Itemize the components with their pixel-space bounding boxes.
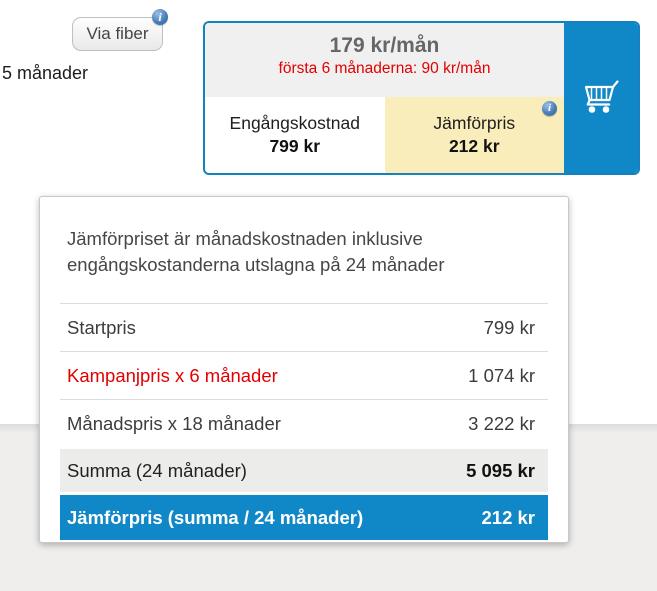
one-time-cost-cell: Engångskostnad 799 kr	[205, 97, 385, 173]
breakdown-row-label: Månadspris x 18 månader	[67, 412, 281, 434]
add-to-cart-button[interactable]	[564, 23, 638, 173]
one-time-cost-label: Engångskostnad	[229, 113, 360, 133]
breakdown-row-label: Jämförpris (summa / 24 månader)	[67, 506, 364, 528]
compare-price-value: 212 kr	[448, 136, 500, 156]
tooltip-description-line1: Jämförpriset är månadskostnaden inklusiv…	[67, 228, 423, 249]
price-breakdown-row: Startpris 799 kr	[60, 303, 548, 351]
compare-price-tooltip: Jämförpriset är månadskostnaden inklusiv…	[39, 196, 569, 543]
compare-price-cell: i Jämförpris 212 kr	[384, 97, 564, 173]
plan-duration-label: 5 månader	[2, 63, 89, 83]
breakdown-row-value: 3 222 kr	[468, 412, 535, 434]
price-card-costs: Engångskostnad 799 kr i Jämförpris 212 k…	[205, 97, 564, 173]
info-icon[interactable]: i	[152, 9, 168, 25]
breakdown-row-label: Startpris	[67, 316, 136, 338]
price-breakdown-row: Kampanjpris x 6 månader 1 074 kr	[60, 351, 548, 399]
one-time-cost-value: 799 kr	[269, 136, 321, 156]
price-card-header: 179 kr/mån första 6 månaderna: 90 kr/mån	[205, 23, 564, 97]
price-card: 179 kr/mån första 6 månaderna: 90 kr/mån…	[203, 21, 640, 175]
price-card-main: 179 kr/mån första 6 månaderna: 90 kr/mån…	[205, 23, 564, 173]
monthly-price: 179 kr/mån	[329, 34, 440, 57]
breakdown-row-value: 1 074 kr	[468, 364, 535, 386]
tooltip-description-line2: engångskostanderna utslagna på 24 månade…	[67, 254, 445, 275]
breakdown-row-label: Summa (24 månader)	[67, 459, 247, 481]
breakdown-row-label: Kampanjpris x 6 månader	[67, 364, 278, 386]
price-breakdown-row: Jämförpris (summa / 24 månader) 212 kr	[60, 495, 548, 540]
via-fiber-label: Via fiber	[86, 24, 149, 43]
via-fiber-badge[interactable]: Via fiber i	[72, 9, 168, 51]
price-breakdown-row: Månadspris x 18 månader 3 222 kr	[60, 399, 548, 447]
price-breakdown-table: Startpris 799 kr Kampanjpris x 6 månader…	[60, 303, 548, 540]
info-icon[interactable]: i	[542, 101, 557, 116]
shopping-cart-icon	[581, 79, 621, 118]
tooltip-description: Jämförpriset är månadskostnaden inklusiv…	[67, 226, 548, 278]
breakdown-row-value: 212 kr	[481, 506, 536, 528]
compare-price-label: Jämförpris	[433, 113, 516, 133]
breakdown-row-value: 799 kr	[483, 316, 535, 338]
price-breakdown-row: Summa (24 månader) 5 095 kr	[60, 449, 548, 492]
campaign-price-note: första 6 månaderna: 90 kr/mån	[278, 60, 491, 77]
breakdown-row-value: 5 095 kr	[466, 459, 535, 481]
